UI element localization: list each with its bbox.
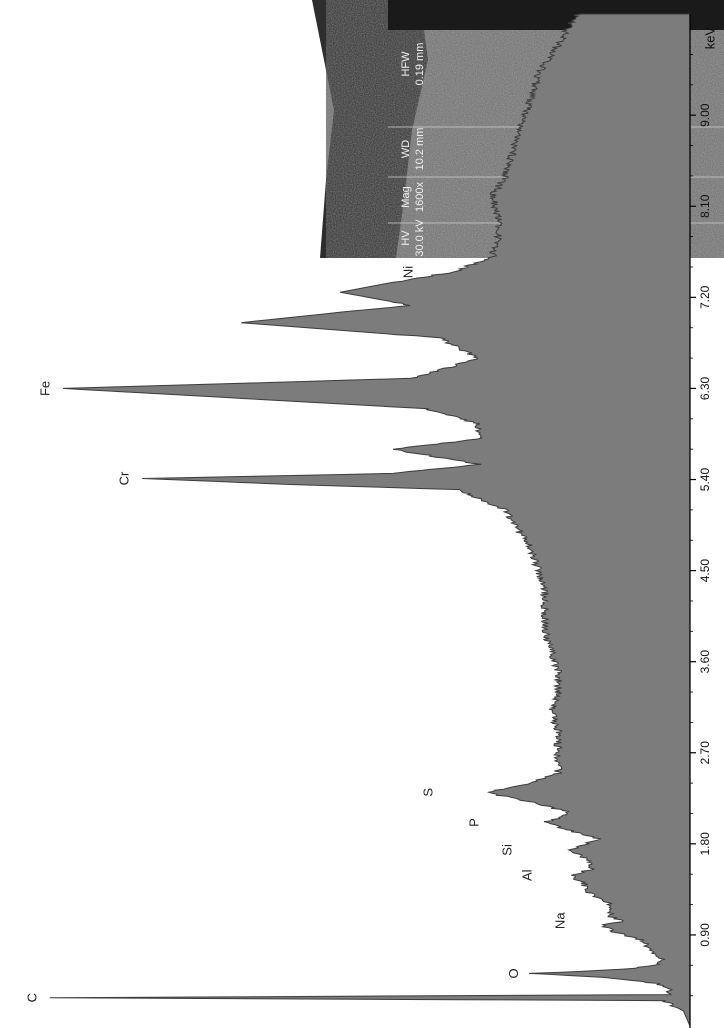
peak-label: Fe [38, 381, 53, 396]
peak-label: Na [552, 912, 567, 929]
inset-header: HV [400, 230, 412, 246]
x-tick-label: 0.90 [698, 923, 712, 947]
peak-label: Si [500, 844, 515, 856]
peak-label: P [467, 818, 482, 827]
inset-value: 1600x [414, 182, 426, 212]
peak-label: O [506, 968, 521, 978]
plot-area: 0.90 1.80 2.70 3.60 4.50 5.40 6.30 7.20 8.10 9.00… [24, 13, 718, 1028]
peak-label: Al [519, 869, 534, 881]
inset-value: 10.2 mm [414, 128, 426, 171]
inset-value: 0.19 mm [414, 43, 426, 86]
x-tick-label: 5.40 [698, 468, 712, 492]
peak-label: Cr [117, 471, 132, 485]
x-axis-ticks [690, 54, 696, 997]
x-tick-label: 2.70 [698, 741, 712, 765]
peak-labels: C O Na Al Si P S Cr Fe Ni [24, 266, 567, 1003]
x-tick-label: 6.30 [698, 376, 712, 400]
x-tick-label: 9.00 [698, 103, 712, 127]
x-tick-label: 1.80 [698, 832, 712, 856]
x-axis-tick-labels: 0.90 1.80 2.70 3.60 4.50 5.40 6.30 7.20 8.10 9.00 [698, 103, 712, 946]
peak-label: Ni [401, 266, 416, 278]
spectrum-series [49, 13, 691, 1027]
inset-header: WD [400, 140, 412, 158]
peak-label: C [24, 993, 39, 1002]
inset-header: Mag [400, 186, 412, 207]
x-axis-label: keV [703, 26, 718, 49]
x-tick-label: 3.60 [698, 650, 712, 674]
peak-label: S [420, 788, 435, 797]
x-tick-label: 4.50 [698, 559, 712, 583]
x-tick-label: 7.20 [698, 285, 712, 309]
inset-value: 30.0 kV [414, 219, 426, 257]
x-tick-label: 8.10 [698, 194, 712, 218]
inset-header: HFW [400, 51, 412, 77]
